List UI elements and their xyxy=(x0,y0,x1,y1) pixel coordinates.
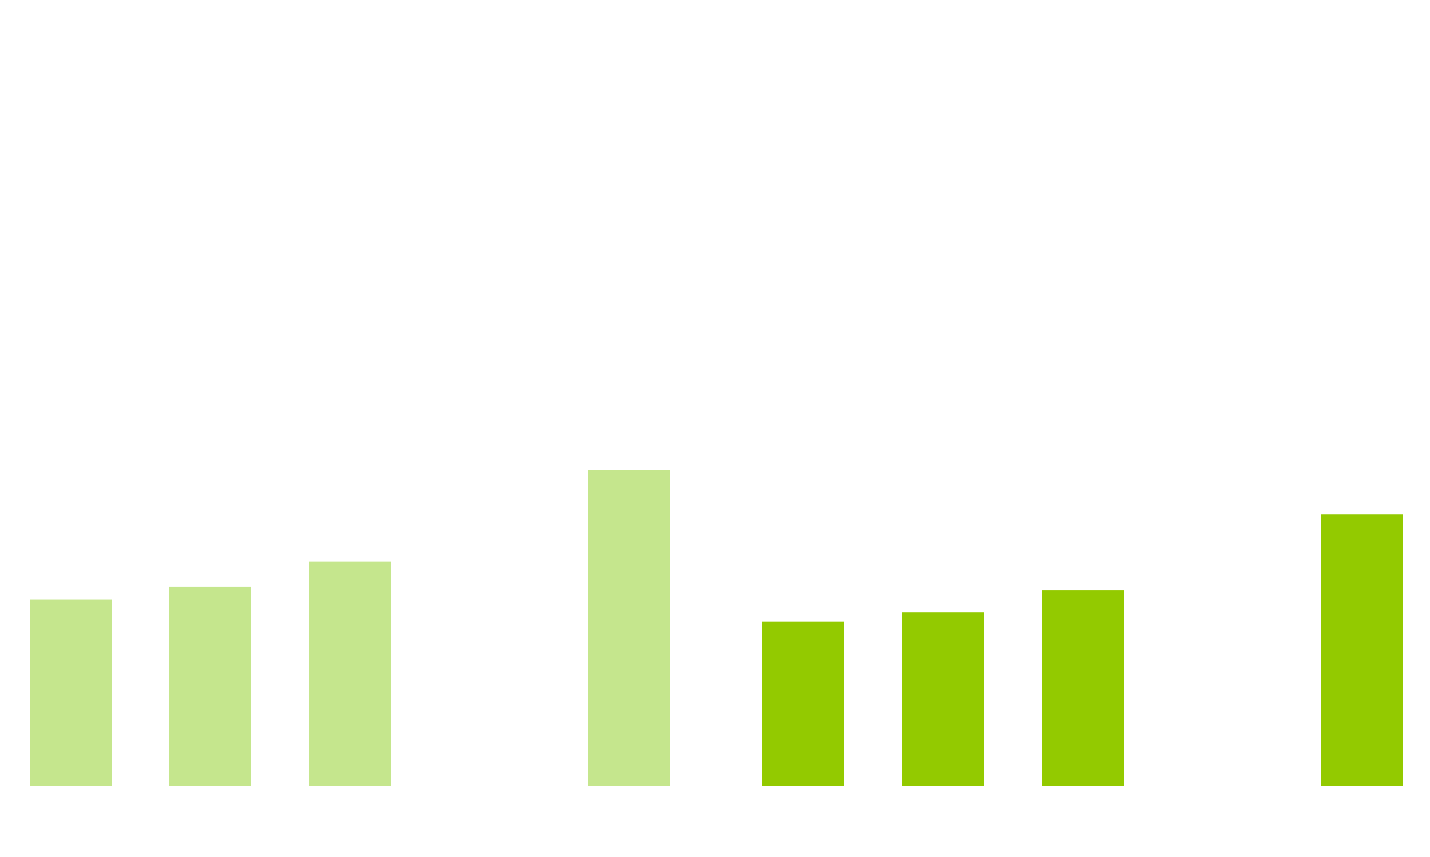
bar-series1-item2 xyxy=(169,586,251,786)
bar-series1-item3 xyxy=(309,561,391,786)
bar-series2-item3 xyxy=(1042,590,1124,786)
bar-series1-item4 xyxy=(588,470,670,786)
bar-series1-item1 xyxy=(30,599,112,786)
bar-series2-item1 xyxy=(762,621,844,786)
bars-layer xyxy=(30,470,1403,786)
bar-series2-item4 xyxy=(1321,514,1403,786)
bar-series2-item2 xyxy=(902,612,984,786)
